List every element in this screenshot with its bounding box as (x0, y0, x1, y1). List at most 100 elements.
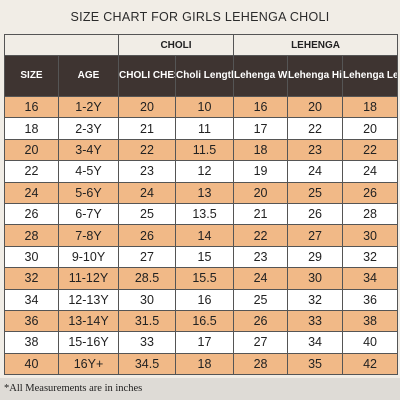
table-row: 30 9-10Y 27 15 23 29 32 (4, 245, 399, 269)
cell-choli-length: 16.5 (174, 309, 235, 333)
cell-choli-chest: 34.5 (118, 352, 176, 376)
column-header-lehenga-hip: Lehenga Hip (287, 55, 344, 97)
column-header-row: SIZE AGE CHOLI CHEST Choli Length Leheng… (4, 55, 399, 97)
cell-lehenga-waist: 18 (233, 138, 289, 162)
table-row: 20 3-4Y 22 11.5 18 23 22 (4, 138, 399, 162)
cell-choli-chest: 28.5 (118, 267, 176, 290)
cell-choli-chest: 22 (118, 138, 176, 162)
cell-lehenga-length: 34 (342, 267, 399, 290)
cell-age: 3-4Y (58, 138, 119, 162)
table-row: 34 12-13Y 30 16 25 32 36 (4, 288, 399, 311)
cell-lehenga-waist: 26 (233, 309, 289, 333)
cell-choli-length: 15 (174, 245, 235, 269)
cell-lehenga-hip: 32 (287, 288, 344, 311)
cell-choli-length: 10 (174, 95, 235, 119)
footnote: *All Measurements are in inches (4, 383, 143, 394)
cell-choli-chest: 24 (118, 181, 176, 204)
table-row: 32 11-12Y 28.5 15.5 24 30 34 (4, 267, 399, 290)
cell-size: 36 (4, 309, 59, 333)
cell-choli-length: 11 (174, 117, 235, 140)
cell-lehenga-waist: 24 (233, 267, 289, 290)
group-header-row: CHOLI LEHENGA (4, 34, 399, 56)
cell-age: 4-5Y (58, 160, 119, 183)
cell-lehenga-waist: 22 (233, 224, 289, 247)
table-row: 16 1-2Y 20 10 16 20 18 (4, 95, 399, 119)
cell-lehenga-waist: 20 (233, 181, 289, 204)
cell-age: 12-13Y (58, 288, 119, 311)
column-header-choli-length: Choli Length (174, 55, 235, 97)
table-row: 36 13-14Y 31.5 16.5 26 33 38 (4, 309, 399, 333)
cell-size: 34 (4, 288, 59, 311)
cell-lehenga-hip: 20 (287, 95, 344, 119)
cell-age: 15-16Y (58, 331, 119, 354)
column-header-choli-chest: CHOLI CHEST (118, 55, 176, 97)
cell-lehenga-hip: 24 (287, 160, 344, 183)
cell-age: 2-3Y (58, 117, 119, 140)
table-row: 26 6-7Y 25 13.5 21 26 28 (4, 202, 399, 226)
cell-choli-length: 13.5 (174, 202, 235, 226)
cell-choli-length: 11.5 (174, 138, 235, 162)
cell-lehenga-waist: 19 (233, 160, 289, 183)
cell-lehenga-length: 24 (342, 160, 399, 183)
cell-age: 16Y+ (58, 352, 119, 376)
cell-choli-chest: 31.5 (118, 309, 176, 333)
cell-choli-chest: 21 (118, 117, 176, 140)
cell-age: 6-7Y (58, 202, 119, 226)
group-header-blank (4, 34, 119, 56)
cell-lehenga-hip: 29 (287, 245, 344, 269)
cell-choli-chest: 27 (118, 245, 176, 269)
cell-lehenga-hip: 22 (287, 117, 344, 140)
cell-size: 18 (4, 117, 59, 140)
cell-age: 7-8Y (58, 224, 119, 247)
cell-lehenga-waist: 28 (233, 352, 289, 376)
column-header-age: AGE (58, 55, 119, 97)
cell-size: 32 (4, 267, 59, 290)
cell-lehenga-hip: 35 (287, 352, 344, 376)
cell-lehenga-hip: 27 (287, 224, 344, 247)
cell-choli-chest: 26 (118, 224, 176, 247)
cell-size: 20 (4, 138, 59, 162)
cell-choli-length: 16 (174, 288, 235, 311)
cell-age: 13-14Y (58, 309, 119, 333)
cell-lehenga-waist: 21 (233, 202, 289, 226)
cell-lehenga-hip: 26 (287, 202, 344, 226)
cell-choli-chest: 23 (118, 160, 176, 183)
cell-choli-chest: 30 (118, 288, 176, 311)
cell-choli-chest: 20 (118, 95, 176, 119)
cell-size: 16 (4, 95, 59, 119)
footnote-bar (0, 378, 400, 400)
cell-lehenga-waist: 16 (233, 95, 289, 119)
cell-choli-length: 18 (174, 352, 235, 376)
cell-lehenga-waist: 27 (233, 331, 289, 354)
table-row: 38 15-16Y 33 17 27 34 40 (4, 331, 399, 354)
cell-lehenga-waist: 23 (233, 245, 289, 269)
table-row: 18 2-3Y 21 11 17 22 20 (4, 117, 399, 140)
cell-lehenga-waist: 17 (233, 117, 289, 140)
cell-choli-chest: 33 (118, 331, 176, 354)
cell-choli-length: 13 (174, 181, 235, 204)
page-title: SIZE CHART FOR GIRLS LEHENGA CHOLI (70, 10, 330, 24)
column-header-size: SIZE (4, 55, 59, 97)
size-chart-body: 16 1-2Y 20 10 16 20 18 18 2-3Y 21 11 17 22 20 20 3-4Y 22… (4, 95, 399, 376)
table-row: 28 7-8Y 26 14 22 27 30 (4, 224, 399, 247)
cell-choli-length: 14 (174, 224, 235, 247)
cell-size: 40 (4, 352, 59, 376)
cell-lehenga-length: 26 (342, 181, 399, 204)
table-row: 22 4-5Y 23 12 19 24 24 (4, 160, 399, 183)
column-header-lehenga-waist: Lehenga Waist (233, 55, 289, 97)
cell-size: 24 (4, 181, 59, 204)
table-row: 40 16Y+ 34.5 18 28 35 42 (4, 352, 399, 376)
size-chart-table: CHOLI LEHENGA SIZE AGE CHOLI CHEST Choli… (4, 34, 399, 376)
cell-lehenga-length: 22 (342, 138, 399, 162)
group-header-choli: CHOLI (117, 34, 235, 56)
cell-choli-length: 12 (174, 160, 235, 183)
cell-choli-length: 17 (174, 331, 235, 354)
table-row: 24 5-6Y 24 13 20 25 26 (4, 181, 399, 204)
cell-lehenga-length: 38 (342, 309, 399, 333)
group-header-lehenga: LEHENGA (233, 34, 399, 56)
cell-choli-length: 15.5 (174, 267, 235, 290)
cell-lehenga-length: 42 (342, 352, 399, 376)
cell-lehenga-length: 40 (342, 331, 399, 354)
cell-size: 26 (4, 202, 59, 226)
cell-choli-chest: 25 (118, 202, 176, 226)
